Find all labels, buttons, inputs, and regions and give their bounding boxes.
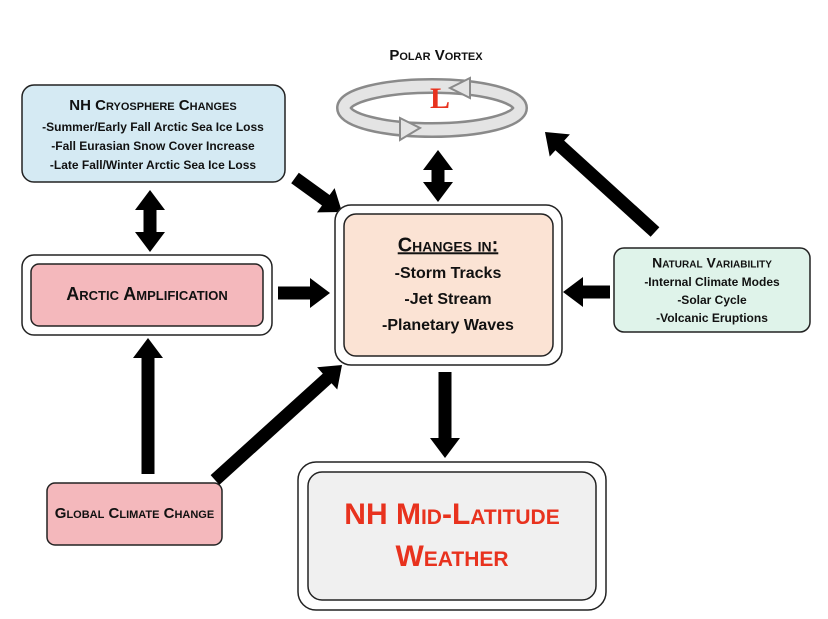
node-title: Changes in: — [398, 234, 499, 256]
weather-node: NH Mid-Latitude Weather — [297, 461, 607, 611]
node-title: Natural Variability — [652, 255, 772, 271]
node-title-wrap: Global Climate Change — [54, 505, 215, 522]
node-line: -Planetary Waves — [382, 317, 514, 334]
node-line: -Late Fall/Winter Arctic Sea Ice Loss — [50, 158, 257, 172]
arrow — [423, 150, 453, 202]
cryosphere-node: NH Cryosphere Changes -Summer/Early Fall… — [21, 84, 286, 183]
node-line: -Internal Climate Modes — [644, 275, 780, 289]
arctic-node: Arctic Amplification — [21, 254, 273, 336]
node-line: -Jet Stream — [404, 291, 491, 308]
node-title-wrap: NH Mid-Latitude Weather — [344, 498, 560, 573]
node-box — [343, 213, 554, 357]
node-box — [613, 247, 811, 333]
vortex-ring — [338, 80, 526, 136]
arrow — [133, 338, 163, 474]
node-box — [46, 482, 223, 546]
node-title: NH Mid-Latitude Weather — [344, 498, 560, 573]
arrow — [210, 365, 342, 485]
node-box — [307, 471, 597, 601]
node-title: Global Climate Change — [54, 505, 215, 522]
node-line: -Fall Eurasian Snow Cover Increase — [51, 139, 255, 153]
node-title: NH Cryosphere Changes — [69, 97, 236, 114]
arrow — [278, 278, 330, 308]
node-title: Arctic Amplification — [66, 284, 228, 304]
polar-vortex: Polar Vortex L — [336, 47, 528, 142]
vortex-symbol: L — [430, 82, 450, 115]
arrow — [545, 132, 660, 237]
natural-node: Natural Variability -Internal Climate Mo… — [613, 247, 811, 333]
node-box — [30, 263, 264, 327]
global-node: Global Climate Change — [46, 482, 223, 546]
node-line: -Storm Tracks — [395, 265, 502, 282]
arrow — [291, 172, 342, 213]
node-line: -Summer/Early Fall Arctic Sea Ice Loss — [42, 120, 264, 134]
changes-node: Changes in: -Storm Tracks -Jet Stream -P… — [334, 204, 563, 366]
arrow — [430, 372, 460, 458]
arrow — [135, 190, 165, 252]
vortex-arrowhead — [447, 76, 471, 100]
node-line: -Solar Cycle — [677, 293, 747, 307]
arrow — [563, 277, 610, 307]
arrows — [133, 132, 660, 485]
node-box — [21, 84, 286, 183]
vortex-title: Polar Vortex — [389, 47, 483, 64]
node-line: -Volcanic Eruptions — [656, 311, 768, 325]
vortex-arrowhead — [399, 116, 423, 142]
